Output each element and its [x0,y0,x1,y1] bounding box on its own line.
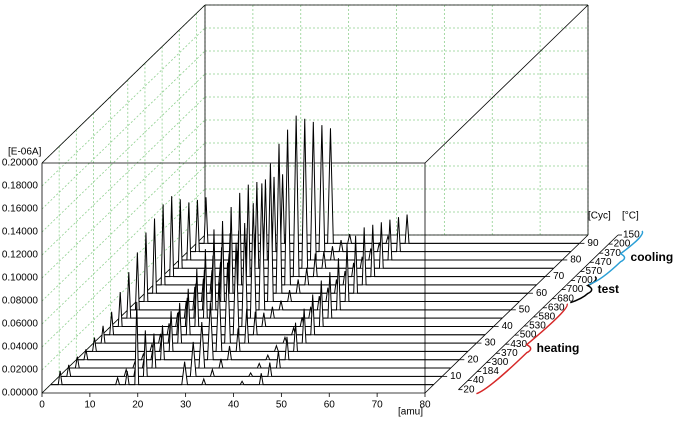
phase-bracket [570,275,597,304]
y-tick-label: 0.18000 [2,181,39,192]
temperature-label: 500 [520,330,537,341]
phase-label: heating [537,341,580,355]
z-tick-label: 70 [553,271,565,282]
x-tick-label: 10 [84,400,96,411]
z-axis-label: [Cyc] [588,211,611,222]
x-tick-label: 70 [372,400,384,411]
y-tick-label: 0.16000 [2,204,39,215]
temperature-label: 200 [614,239,631,250]
side-grid-line [41,50,206,210]
x-tick-label: 20 [132,400,144,411]
temperature-label: 184 [482,366,499,377]
x-tick-label: 50 [276,400,288,411]
spectrum [162,115,546,278]
box-edge [424,4,589,164]
temperature-axis-label: [°C] [622,211,639,222]
z-tick-label: 60 [536,288,548,299]
temperature-label: 680 [557,293,574,304]
box-edge [41,4,206,164]
temperature-label: 530 [529,321,546,332]
y-tick-label: 0.00000 [2,388,39,399]
spectrum [153,129,537,286]
y-tick-label: 0.08000 [2,296,39,307]
temperature-label: 430 [510,339,527,350]
side-grid-line [41,211,206,371]
temperature-label: 300 [492,357,509,368]
z-tick-label: 40 [502,321,514,332]
phase-label: test [598,282,619,296]
side-grid-line [41,142,206,302]
x-axis-label: [amu] [398,407,423,418]
x-tick-label: 80 [419,400,431,411]
temperature-axis [458,234,619,390]
temperature-label: 40 [473,375,485,386]
temperature-label: 570 [585,266,602,277]
temperature-label: 700 [576,275,593,286]
phase-label: cooling [631,250,674,264]
z-tick-label: 30 [484,338,496,349]
side-grid-line [41,96,206,256]
z-tick-label: 20 [467,354,479,365]
z-tick-label: 90 [587,238,599,249]
x-tick-label: 40 [228,400,240,411]
y-tick-label: 0.02000 [2,365,39,376]
x-tick-label: 60 [324,400,336,411]
phase-bracket [476,303,568,395]
spectrum [119,203,503,319]
temperature-label: 20 [463,384,475,395]
y-axis-label: [E-06A] [8,147,42,158]
phase-bracket [588,230,644,286]
temperature-label: 700 [567,284,584,295]
temperature-label: 470 [595,257,612,268]
spectrum [170,118,554,269]
spectrum [67,322,451,369]
temperature-label: 370 [501,348,518,359]
spectrum [59,330,443,377]
z-tick-label: 80 [570,255,582,266]
y-tick-label: 0.04000 [2,342,39,353]
temperature-label: 630 [548,302,565,313]
x-tick-label: 0 [39,400,45,411]
y-tick-label: 0.12000 [2,250,39,261]
side-grid-line [41,73,206,233]
side-grid-line [41,188,206,348]
temperature-label: 580 [539,312,556,323]
temperature-label: 150 [623,230,640,241]
box-edge [424,234,589,394]
side-grid-line [41,119,206,279]
y-tick-label: 0.06000 [2,319,39,330]
y-tick-label: 0.10000 [2,273,39,284]
side-grid-line [41,165,206,325]
z-tick-label: 50 [519,304,531,315]
x-tick-label: 30 [180,400,192,411]
y-tick-label: 0.14000 [2,227,39,238]
z-tick-label: 10 [450,371,462,382]
y-tick-label: 0.20000 [2,158,39,169]
side-grid-line [41,27,206,187]
temperature-label: 370 [604,248,621,259]
